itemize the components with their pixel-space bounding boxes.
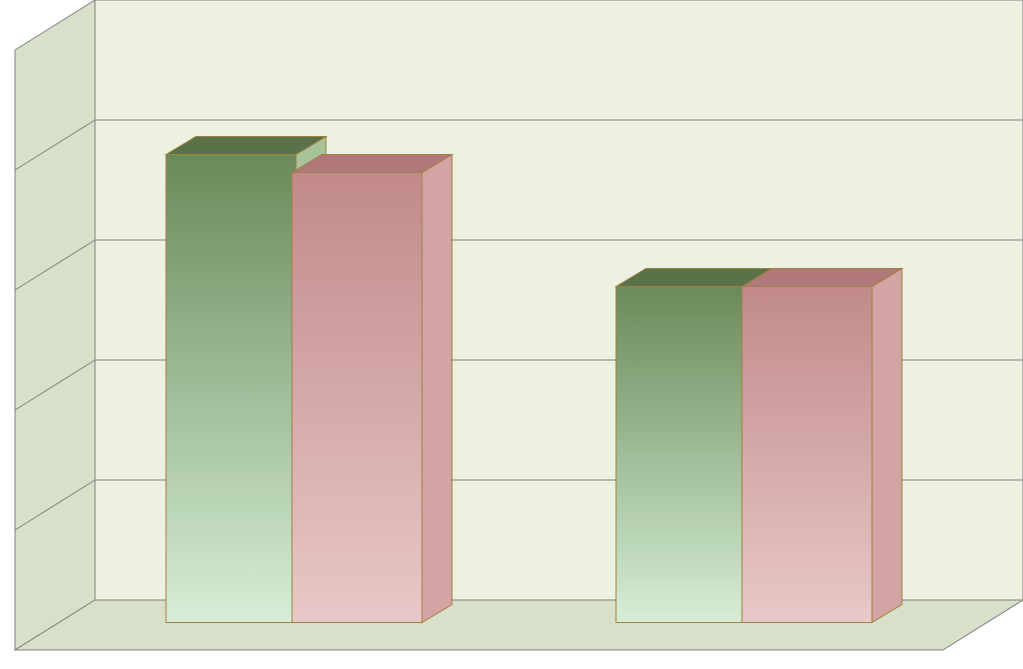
bar-side [422, 155, 452, 623]
bar-front [166, 155, 296, 623]
bar-front [742, 287, 872, 623]
bar-side [872, 269, 902, 623]
bar-3d [292, 155, 452, 623]
bar-front [616, 287, 746, 623]
bar-chart-3d [0, 0, 1023, 669]
bar-3d [742, 269, 902, 623]
bar-front [292, 173, 422, 623]
chart-left-wall [15, 0, 95, 650]
